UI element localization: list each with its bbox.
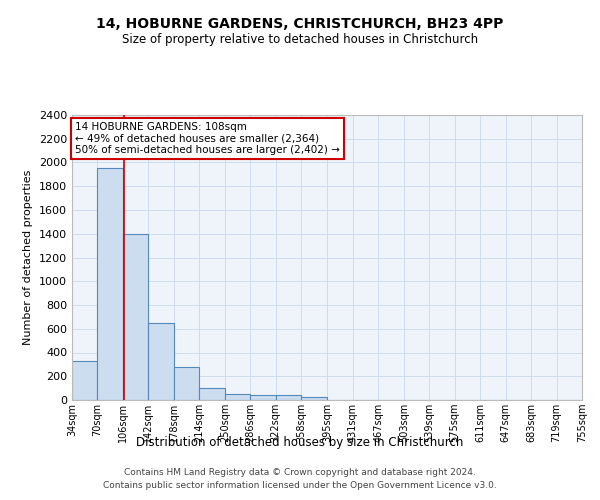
Text: Size of property relative to detached houses in Christchurch: Size of property relative to detached ho… <box>122 32 478 46</box>
Bar <box>148 323 174 400</box>
Text: Distribution of detached houses by size in Christchurch: Distribution of detached houses by size … <box>136 436 464 449</box>
Bar <box>225 394 250 400</box>
Y-axis label: Number of detached properties: Number of detached properties <box>23 170 34 345</box>
Bar <box>250 394 276 400</box>
Bar <box>97 168 123 400</box>
Text: 14 HOBURNE GARDENS: 108sqm
← 49% of detached houses are smaller (2,364)
50% of s: 14 HOBURNE GARDENS: 108sqm ← 49% of deta… <box>75 122 340 156</box>
Bar <box>199 388 225 400</box>
Text: 14, HOBURNE GARDENS, CHRISTCHURCH, BH23 4PP: 14, HOBURNE GARDENS, CHRISTCHURCH, BH23 … <box>97 18 503 32</box>
Bar <box>123 234 148 400</box>
Bar <box>276 396 301 400</box>
Text: Contains public sector information licensed under the Open Government Licence v3: Contains public sector information licen… <box>103 482 497 490</box>
Bar <box>174 368 199 400</box>
Bar <box>301 398 326 400</box>
Bar <box>72 362 97 400</box>
Text: Contains HM Land Registry data © Crown copyright and database right 2024.: Contains HM Land Registry data © Crown c… <box>124 468 476 477</box>
